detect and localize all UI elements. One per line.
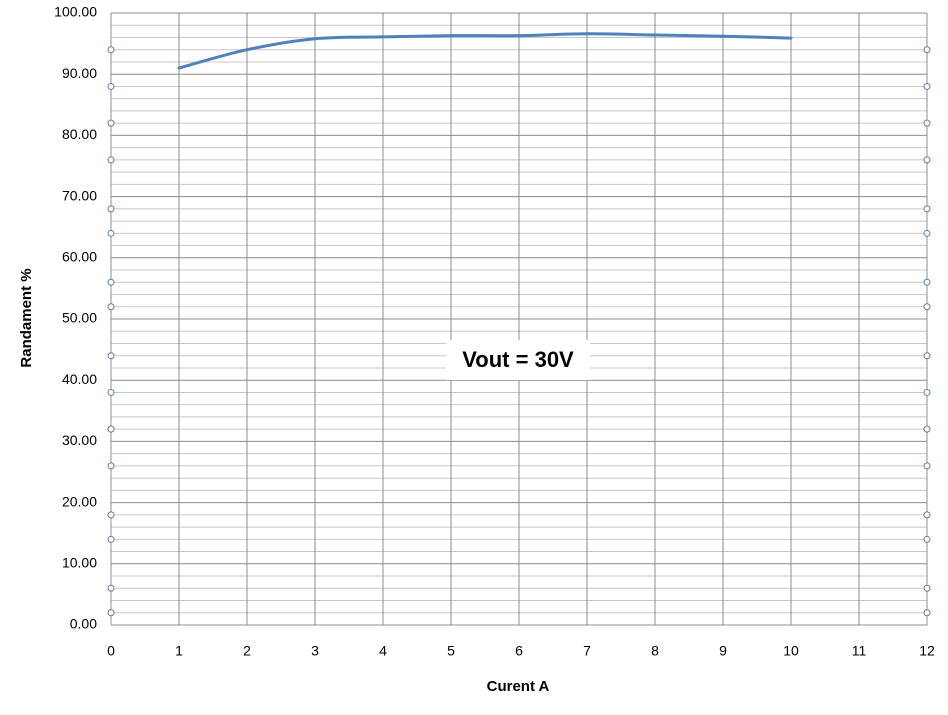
edge-marker: [107, 205, 115, 213]
x-tick-label: 7: [583, 643, 591, 659]
annotation-box: [446, 340, 590, 380]
edge-marker: [107, 535, 115, 543]
x-axis-label: Curent A: [487, 678, 550, 695]
y-tick-label: 20.00: [62, 493, 97, 509]
y-tick-label: 0.00: [70, 616, 97, 632]
edge-marker: [107, 584, 115, 592]
edge-marker: [107, 388, 115, 396]
x-tick-label: 2: [243, 643, 251, 659]
x-tick-label: 8: [651, 643, 659, 659]
annotation: Vout = 30V: [446, 340, 590, 380]
edge-marker: [107, 46, 115, 54]
edge-marker: [923, 535, 931, 543]
edge-marker: [923, 278, 931, 286]
x-tick-label: 10: [783, 643, 799, 659]
edge-marker: [923, 46, 931, 54]
x-tick-label: 4: [379, 643, 387, 659]
edge-marker: [107, 462, 115, 470]
edge-marker: [923, 156, 931, 164]
edge-marker: [923, 303, 931, 311]
series-line: [177, 32, 793, 70]
edge-marker: [923, 352, 931, 360]
x-tick-label: 3: [311, 643, 319, 659]
y-tick-label: 30.00: [62, 432, 97, 448]
edge-marker: [107, 609, 115, 617]
edge-marker: [107, 511, 115, 519]
x-tick-label: 9: [719, 643, 727, 659]
edge-marker: [107, 278, 115, 286]
y-axis-label: Randament %: [18, 268, 35, 367]
x-tick-label: 1: [175, 643, 183, 659]
edge-marker: [107, 303, 115, 311]
edge-marker: [923, 119, 931, 127]
y-tick-label: 10.00: [62, 555, 97, 571]
edge-marker: [107, 82, 115, 90]
annotation-text: Vout = 30V: [462, 347, 574, 372]
x-tick-label: 5: [447, 643, 455, 659]
x-tick-label: 12: [919, 643, 935, 659]
edge-marker: [107, 156, 115, 164]
edge-marker: [923, 425, 931, 433]
edge-marker: [923, 82, 931, 90]
edge-marker: [923, 388, 931, 396]
y-tick-label: 90.00: [62, 65, 97, 81]
y-tick-label: 40.00: [62, 371, 97, 387]
edge-marker: [107, 229, 115, 237]
y-tick-label: 80.00: [62, 126, 97, 142]
edge-marker: [923, 462, 931, 470]
edge-marker: [107, 425, 115, 433]
edge-marker: [923, 205, 931, 213]
edge-marker: [923, 584, 931, 592]
y-tick-label: 50.00: [62, 310, 97, 326]
edge-marker: [107, 119, 115, 127]
x-tick-label: 11: [852, 643, 867, 659]
edge-marker: [107, 352, 115, 360]
edge-marker: [923, 609, 931, 617]
edge-marker: [923, 511, 931, 519]
x-tick-label: 6: [515, 643, 523, 659]
y-tick-label: 60.00: [62, 249, 97, 265]
y-tick-label: 70.00: [62, 187, 97, 203]
edge-marker: [923, 229, 931, 237]
y-tick-label: 100.00: [54, 4, 97, 20]
x-tick-label: 0: [107, 643, 115, 659]
